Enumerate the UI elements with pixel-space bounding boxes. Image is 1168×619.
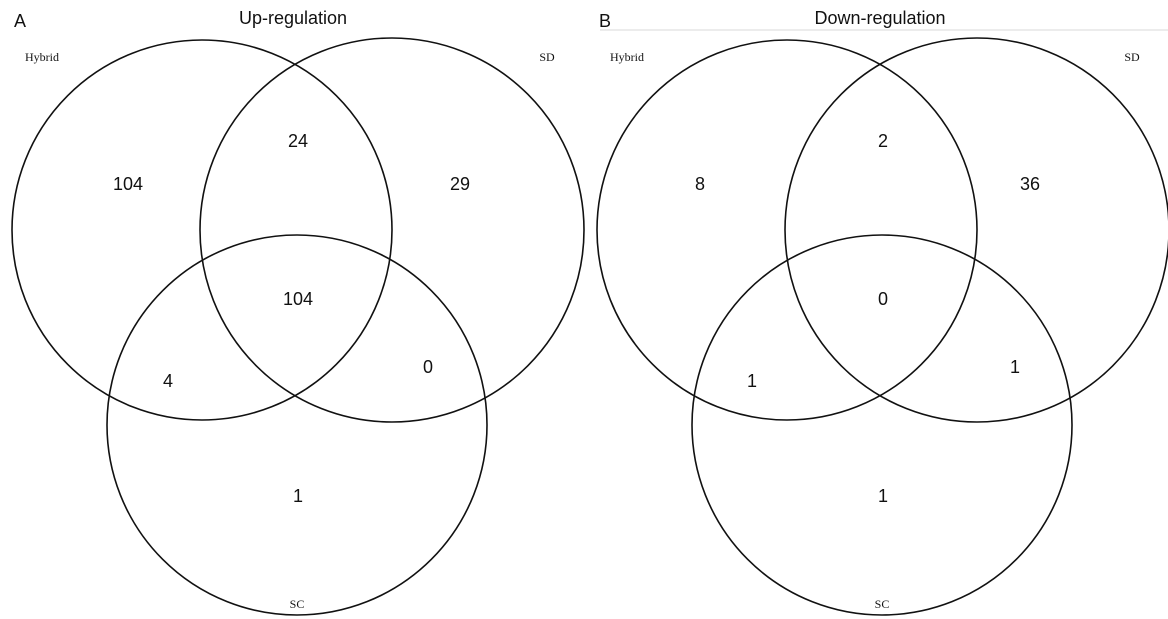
panel-letter: A (14, 11, 26, 31)
venn-circle (11, 39, 393, 421)
panel-title: Up-regulation (239, 8, 347, 28)
region-count: 24 (288, 131, 308, 151)
set-label: SD (1124, 50, 1140, 64)
region-count: 1 (1010, 357, 1020, 377)
panel-title: Down-regulation (814, 8, 945, 28)
venn-circle (106, 234, 488, 616)
set-label: SC (290, 597, 305, 611)
set-label: SC (875, 597, 890, 611)
venn-circle (596, 39, 978, 421)
venn-circle (199, 37, 585, 423)
set-label: SD (539, 50, 555, 64)
region-count: 0 (878, 289, 888, 309)
region-count: 8 (695, 174, 705, 194)
region-count: 104 (283, 289, 313, 309)
region-count: 2 (878, 131, 888, 151)
set-label: Hybrid (25, 50, 59, 64)
venn-circle (691, 234, 1073, 616)
region-count: 1 (878, 486, 888, 506)
region-count: 104 (113, 174, 143, 194)
region-count: 36 (1020, 174, 1040, 194)
venn-circle (784, 37, 1168, 423)
set-label: Hybrid (610, 50, 644, 64)
region-count: 1 (293, 486, 303, 506)
region-count: 4 (163, 371, 173, 391)
region-count: 29 (450, 174, 470, 194)
panel-letter: B (599, 11, 611, 31)
region-count: 0 (423, 357, 433, 377)
region-count: 1 (747, 371, 757, 391)
